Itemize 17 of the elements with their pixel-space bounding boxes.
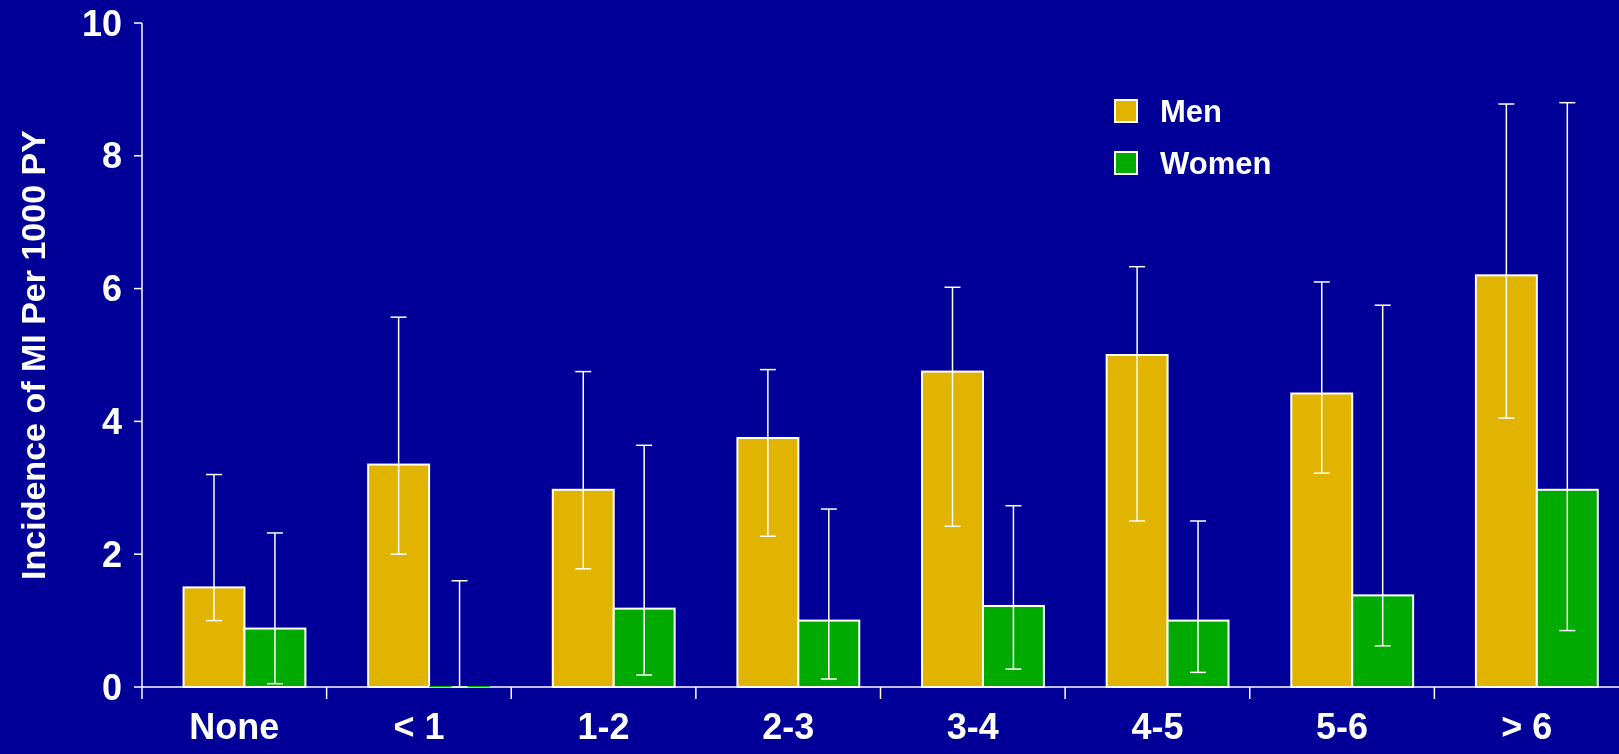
- y-tick-label: 2: [101, 533, 122, 575]
- x-tick-label: 5-6: [1316, 706, 1369, 747]
- x-tick-label: < 1: [393, 706, 445, 747]
- x-tick-label: 3-4: [946, 706, 999, 747]
- y-axis-title: Incidence of MI Per 1000 PY: [14, 129, 52, 580]
- y-tick-label: 4: [101, 401, 122, 442]
- x-tick-label: 2-3: [762, 706, 815, 747]
- x-tick-label: 4-5: [1131, 706, 1184, 747]
- x-tick-label: > 6: [1501, 706, 1553, 747]
- legend-label: Men: [1160, 93, 1222, 129]
- y-tick-label: 8: [101, 135, 122, 177]
- x-tick-label: 1-2: [577, 706, 630, 747]
- x-tick-label: None: [189, 706, 280, 747]
- legend-label: Women: [1160, 145, 1272, 181]
- y-tick-label: 6: [101, 268, 122, 310]
- y-tick-label: 10: [81, 2, 122, 44]
- y-tick-label: 0: [101, 666, 122, 708]
